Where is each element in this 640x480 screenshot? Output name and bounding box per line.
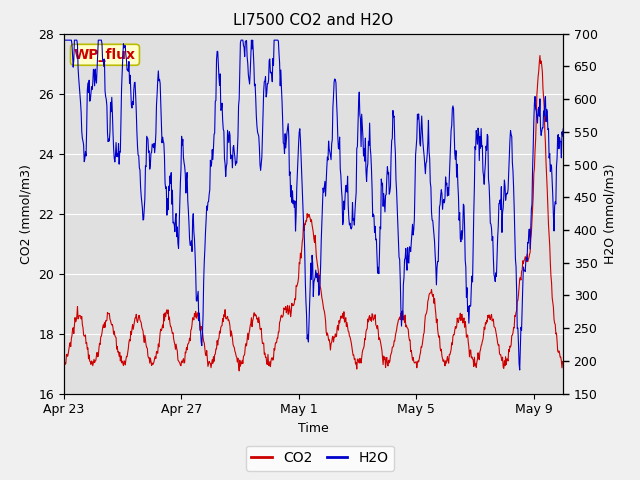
X-axis label: Time: Time (298, 422, 329, 435)
Y-axis label: CO2 (mmol/m3): CO2 (mmol/m3) (20, 164, 33, 264)
Title: LI7500 CO2 and H2O: LI7500 CO2 and H2O (234, 13, 394, 28)
Legend: CO2, H2O: CO2, H2O (246, 445, 394, 471)
Y-axis label: H2O (mmol/m3): H2O (mmol/m3) (603, 163, 616, 264)
Text: WP_flux: WP_flux (74, 48, 136, 62)
